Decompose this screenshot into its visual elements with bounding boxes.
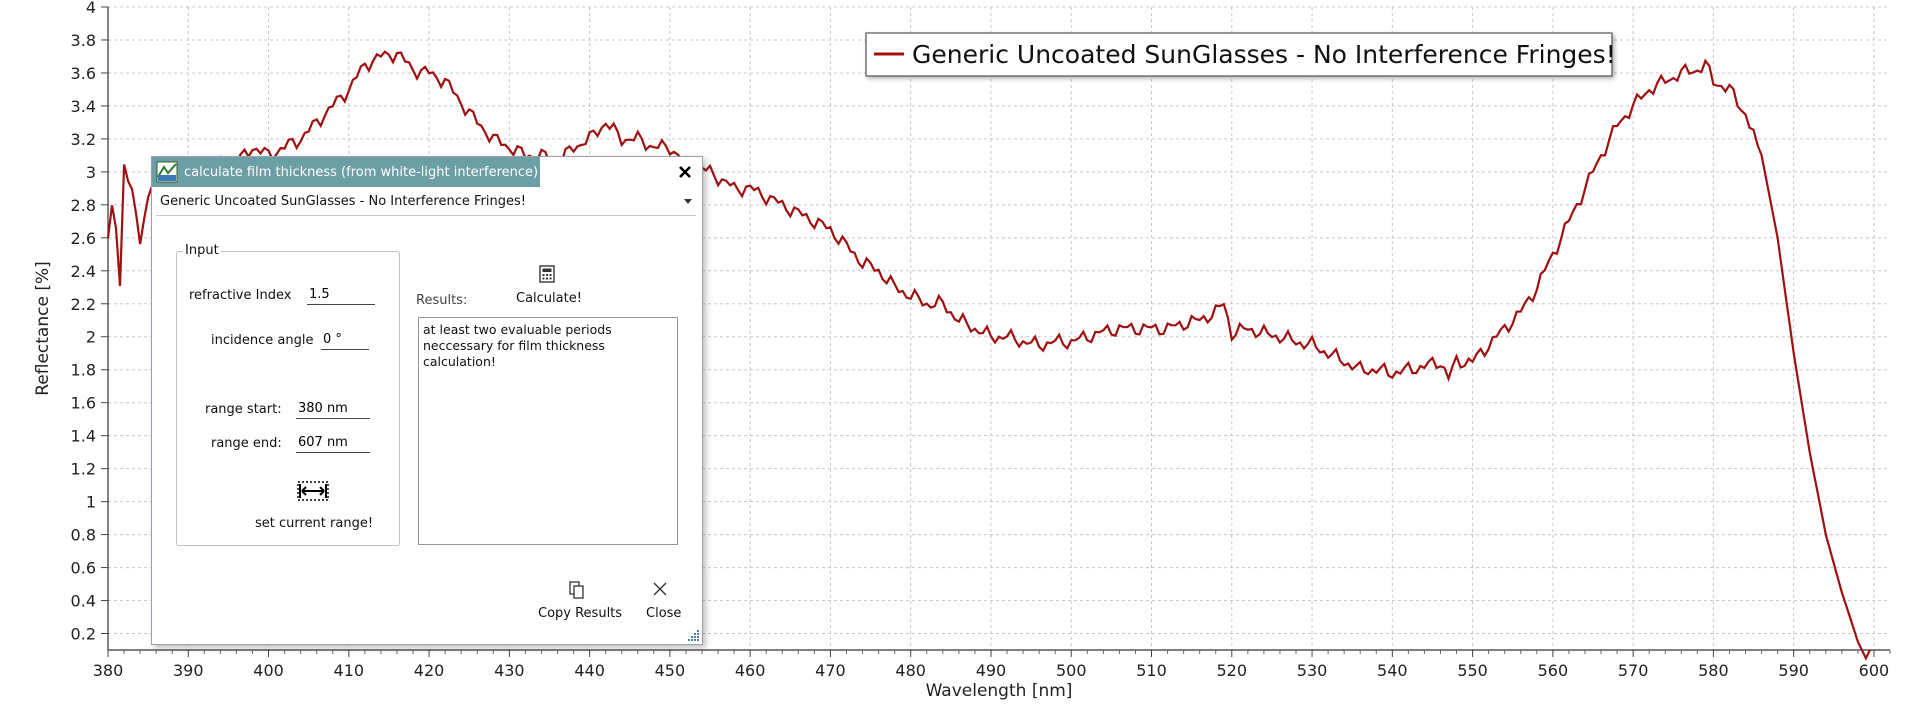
y-tick-label: 0.8 xyxy=(71,526,96,545)
dialog-titlebar[interactable]: calculate film thickness (from white-lig… xyxy=(152,157,540,187)
results-label: Results: xyxy=(416,293,468,308)
set-current-range-button[interactable]: set current range! xyxy=(255,516,374,531)
results-textbox[interactable]: at least two evaluable periods neccessar… xyxy=(418,317,678,545)
y-tick-label: 0.6 xyxy=(71,559,96,578)
x-tick-label: 590 xyxy=(1778,661,1809,680)
film-thickness-dialog: calculate film thickness (from white-lig… xyxy=(151,156,703,645)
x-tick-label: 520 xyxy=(1217,661,1248,680)
spectrometer-icon xyxy=(156,161,178,183)
x-tick-label: 390 xyxy=(173,661,204,680)
range-end-input[interactable] xyxy=(296,432,370,453)
x-tick-label: 570 xyxy=(1618,661,1649,680)
range-end-label: range end: xyxy=(211,436,282,451)
y-axis-ticks: 0.2 0.4 0.6 0.8 1 1.2 1.4 1.6 1.8 2 2.2 2.4 2.6 2.8 3 3… xyxy=(71,0,108,644)
refractive-index-label: refractive Index xyxy=(189,288,292,303)
y-tick-label: 3.2 xyxy=(71,130,96,149)
x-axis-title: Wavelength [nm] xyxy=(926,681,1073,701)
calculator-icon[interactable] xyxy=(539,265,555,283)
series-line xyxy=(106,50,1871,661)
y-tick-label: 0.2 xyxy=(71,625,96,644)
y-axis-title: Reflectance [%] xyxy=(33,261,53,396)
y-tick-label: 2.6 xyxy=(71,229,96,248)
x-tick-label: 480 xyxy=(895,661,926,680)
y-tick-label: 1.2 xyxy=(71,460,96,479)
x-tick-label: 410 xyxy=(334,661,365,680)
y-tick-label: 0.4 xyxy=(71,592,96,611)
x-tick-label: 600 xyxy=(1859,661,1890,680)
close-button[interactable]: Close xyxy=(646,606,682,621)
y-tick-label: 3 xyxy=(86,163,96,182)
dialog-title: calculate film thickness (from white-lig… xyxy=(184,164,539,180)
y-tick-label: 3.6 xyxy=(71,64,96,83)
resize-grip-icon[interactable] xyxy=(686,628,700,642)
x-tick-label: 440 xyxy=(574,661,605,680)
legend-entry: Generic Uncoated SunGlasses - No Interfe… xyxy=(912,40,1616,69)
x-tick-label: 400 xyxy=(253,661,284,680)
x-tick-label: 560 xyxy=(1538,661,1569,680)
x-tick-label: 500 xyxy=(1056,661,1087,680)
y-tick-label: 1 xyxy=(86,493,96,512)
spectrum-select-value: Generic Uncoated SunGlasses - No Interfe… xyxy=(160,194,526,209)
range-start-input[interactable] xyxy=(296,398,370,419)
chart-legend: Generic Uncoated SunGlasses - No Interfe… xyxy=(865,32,1616,77)
incidence-angle-label: incidence angle xyxy=(211,333,314,348)
y-tick-label: 4 xyxy=(86,0,96,17)
x-tick-label: 430 xyxy=(494,661,525,680)
calculate-button[interactable]: Calculate! xyxy=(516,291,582,306)
close-icon[interactable] xyxy=(653,582,667,596)
range-start-label: range start: xyxy=(205,402,282,417)
refractive-index-input[interactable] xyxy=(307,284,375,305)
range-icon[interactable] xyxy=(297,480,329,502)
y-tick-label: 1.4 xyxy=(71,427,96,446)
close-icon[interactable] xyxy=(676,163,694,181)
chart-axes xyxy=(107,7,1890,651)
spectrum-select[interactable]: Generic Uncoated SunGlasses - No Interfe… xyxy=(156,189,696,216)
copy-results-button[interactable]: Copy Results xyxy=(538,606,623,621)
x-axis-ticks: 380 390 400 410 420 430 440 450 460 470 480 490 500 5… xyxy=(93,650,1891,680)
x-tick-label: 510 xyxy=(1136,661,1167,680)
x-tick-label: 420 xyxy=(414,661,445,680)
input-group-label: Input xyxy=(183,243,221,258)
copy-icon[interactable] xyxy=(569,581,585,599)
x-tick-label: 530 xyxy=(1297,661,1328,680)
x-tick-label: 580 xyxy=(1698,661,1729,680)
x-tick-label: 380 xyxy=(93,661,124,680)
y-tick-label: 1.8 xyxy=(71,361,96,380)
y-tick-label: 3.8 xyxy=(71,31,96,50)
x-tick-label: 550 xyxy=(1457,661,1488,680)
x-tick-label: 540 xyxy=(1377,661,1408,680)
input-group: Input refractive Index incidence angle r… xyxy=(176,243,400,546)
y-tick-label: 2.4 xyxy=(71,262,96,281)
y-tick-label: 2.2 xyxy=(71,295,96,314)
y-tick-label: 2.8 xyxy=(71,196,96,215)
chevron-down-icon[interactable] xyxy=(684,199,692,205)
x-tick-label: 450 xyxy=(655,661,686,680)
x-tick-label: 490 xyxy=(976,661,1007,680)
y-tick-label: 3.4 xyxy=(71,97,96,116)
x-tick-label: 470 xyxy=(815,661,846,680)
y-tick-label: 2 xyxy=(86,328,96,347)
y-tick-label: 1.6 xyxy=(71,394,96,413)
incidence-angle-input[interactable] xyxy=(321,329,369,350)
x-tick-label: 460 xyxy=(735,661,766,680)
